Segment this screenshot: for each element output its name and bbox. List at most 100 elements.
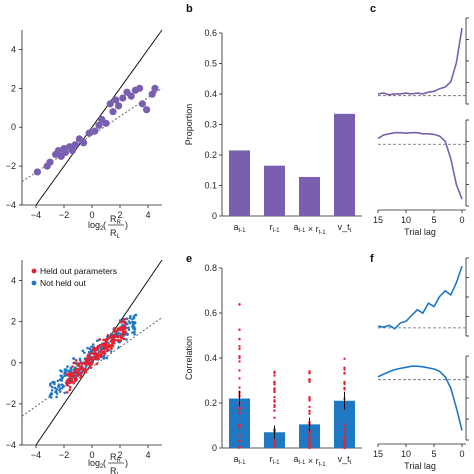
e-participant-point bbox=[273, 370, 276, 373]
svg-text:): ) bbox=[125, 220, 128, 230]
d-data-point-not-held-out bbox=[131, 320, 134, 324]
a_scatter-x-tick-label: 0 bbox=[89, 210, 94, 220]
e-participant-point bbox=[308, 396, 311, 399]
d-data-point-held-out bbox=[106, 333, 110, 337]
d-data-point-held-out bbox=[121, 333, 124, 336]
d-data-point-held-out bbox=[74, 368, 78, 371]
d-data-point-held-out bbox=[102, 338, 105, 342]
d-data-point-not-held-out bbox=[63, 391, 66, 395]
d-data-point-not-held-out bbox=[58, 390, 62, 393]
e-participant-point bbox=[308, 398, 311, 401]
d-data-point-not-held-out bbox=[79, 359, 82, 362]
e-participant-point bbox=[238, 411, 241, 415]
b_bar-y-tick-label: 0.3 bbox=[204, 120, 217, 130]
d-data-point-not-held-out bbox=[90, 345, 93, 349]
a-data-point bbox=[71, 141, 79, 149]
e-participant-point bbox=[273, 438, 276, 442]
a-data-point bbox=[138, 100, 146, 108]
d-data-point-not-held-out bbox=[109, 350, 113, 353]
a-data-point bbox=[54, 146, 63, 155]
e-participant-point bbox=[343, 430, 346, 434]
d_scatter-y-tick-label: 2 bbox=[11, 317, 16, 327]
e-participant-point bbox=[238, 345, 241, 348]
e-participant-point bbox=[343, 427, 346, 431]
b_bar-category-label: at-1 bbox=[233, 222, 246, 234]
e_bar-y-tick-label: 0.8 bbox=[204, 263, 217, 273]
d-data-point-held-out bbox=[111, 340, 115, 344]
d-data-point-not-held-out bbox=[60, 383, 64, 386]
d-data-point-not-held-out bbox=[59, 369, 62, 372]
a_scatter-y-tick-label: −2 bbox=[6, 161, 16, 171]
b_bar-y-tick-label: 0 bbox=[212, 211, 217, 221]
a-data-point bbox=[95, 121, 103, 129]
d-data-point-not-held-out bbox=[66, 365, 69, 368]
b_bar-bar bbox=[299, 176, 320, 216]
f_bottom-x-tick-label: 5 bbox=[431, 449, 436, 459]
e_bar-y-tick-label: 0.2 bbox=[204, 398, 217, 408]
d-data-point-held-out bbox=[117, 339, 121, 342]
e-participant-point bbox=[343, 444, 346, 447]
d-data-point-held-out bbox=[96, 345, 99, 349]
a-data-point bbox=[106, 100, 114, 108]
e_bar-category-label: rt-1 bbox=[269, 454, 280, 466]
a_scatter-x-tick-label: −4 bbox=[31, 210, 41, 220]
d-data-point-not-held-out bbox=[128, 316, 132, 320]
d-data-point-held-out bbox=[104, 343, 108, 346]
d_scatter-x-tick-label: 2 bbox=[117, 450, 122, 460]
e-participant-point bbox=[238, 347, 241, 351]
d-data-point-not-held-out bbox=[50, 392, 53, 395]
f_bottom-x-tick-label: 15 bbox=[373, 449, 383, 459]
d_scatter-x-tick-label: 0 bbox=[89, 450, 94, 460]
d-data-point-not-held-out bbox=[91, 343, 95, 346]
e-participant-point bbox=[273, 416, 276, 419]
d-data-point-held-out bbox=[95, 348, 98, 352]
d-data-point-held-out bbox=[98, 338, 101, 341]
a-data-point bbox=[143, 106, 151, 114]
d-data-point-not-held-out bbox=[125, 338, 128, 341]
d-data-point-held-out bbox=[103, 352, 107, 355]
d-data-point-held-out bbox=[121, 319, 124, 323]
b_bar-y-tick-label: 0.5 bbox=[204, 59, 217, 69]
d-data-point-not-held-out bbox=[72, 357, 76, 360]
d-data-point-held-out bbox=[65, 383, 69, 386]
e-participant-point bbox=[308, 432, 311, 435]
a_scatter-y-tick-label: 0 bbox=[11, 122, 16, 132]
a_scatter-y-tick-label: −4 bbox=[6, 200, 16, 210]
b_bar-y-tick-label: 0.1 bbox=[204, 181, 217, 191]
e-participant-point bbox=[308, 440, 311, 444]
b_bar-y-tick-label: 0.6 bbox=[204, 28, 217, 38]
e-participant-point bbox=[343, 368, 346, 371]
d-data-point-held-out bbox=[110, 347, 113, 351]
e-participant-point bbox=[238, 360, 241, 363]
d_scatter-y-tick-label: −4 bbox=[6, 440, 16, 450]
d-data-point-held-out bbox=[71, 365, 74, 368]
d-data-point-held-out bbox=[87, 358, 91, 362]
d-data-point-held-out bbox=[123, 331, 127, 335]
f_bottom-x-tick-label: 10 bbox=[401, 449, 411, 459]
svg-text:log2: log2 bbox=[88, 220, 104, 232]
d-data-point-held-out bbox=[72, 381, 75, 385]
d-data-point-not-held-out bbox=[127, 328, 131, 332]
d-data-point-held-out bbox=[77, 364, 80, 368]
e-participant-point bbox=[238, 377, 241, 380]
d-data-point-held-out bbox=[72, 361, 76, 365]
svg-text:RL: RL bbox=[110, 466, 121, 474]
d-data-point-not-held-out bbox=[134, 313, 138, 317]
e-participant-point bbox=[343, 366, 346, 370]
legend-label-held-out: Held out parameters bbox=[40, 266, 117, 276]
d-data-point-not-held-out bbox=[127, 320, 131, 323]
e-participant-point bbox=[238, 423, 241, 426]
d-data-point-not-held-out bbox=[69, 368, 73, 372]
e-participant-point bbox=[238, 434, 241, 438]
d-data-point-held-out bbox=[70, 377, 74, 381]
d-data-point-held-out bbox=[112, 334, 116, 338]
d-data-point-not-held-out bbox=[55, 387, 58, 391]
e-participant-point bbox=[308, 380, 311, 384]
chart-layer: 4 2 0 −2 −4 −4 −2 0 2 4 4 2 0 −2 −4 −4 −2 0 2 4 Held out par… bbox=[6, 17, 469, 471]
d-data-point-held-out bbox=[65, 379, 69, 383]
e_bar-y-tick-label: 0.4 bbox=[204, 353, 217, 363]
svg-text:): ) bbox=[125, 458, 128, 468]
d-data-point-held-out bbox=[95, 356, 98, 359]
d-data-point-held-out bbox=[94, 352, 98, 355]
